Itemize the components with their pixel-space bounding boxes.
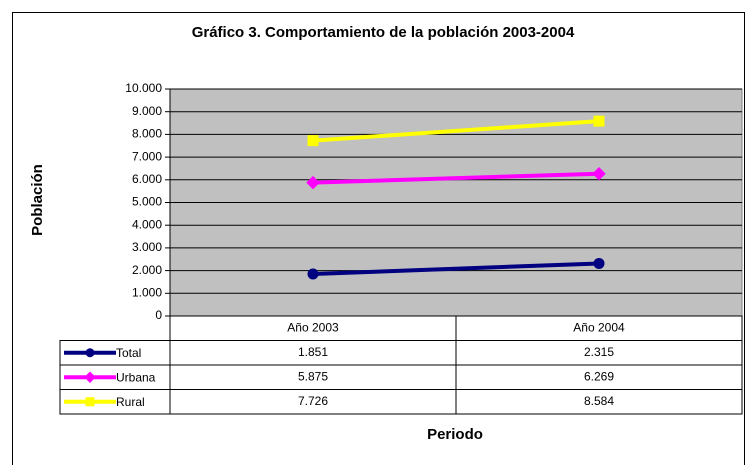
y-axis-label: Población	[29, 164, 46, 236]
y-tick-label: 6.000	[132, 172, 162, 186]
legend-label: Rural	[116, 395, 145, 409]
series-line	[312, 171, 600, 185]
series-line	[312, 119, 600, 143]
y-tick-label: 8.000	[132, 127, 162, 141]
marker	[593, 115, 605, 127]
y-tick-label: 1.000	[132, 285, 162, 299]
table-value: 7.726	[298, 394, 328, 408]
y-tick-label: 3.000	[132, 240, 162, 254]
marker	[593, 257, 605, 269]
marker	[592, 166, 606, 181]
x-axis-label: Periodo	[427, 426, 483, 443]
series-line	[312, 261, 600, 276]
table-value: 2.315	[584, 345, 614, 359]
y-tick-label: 10.000	[125, 81, 162, 95]
y-tick-label: 7.000	[132, 149, 162, 163]
table-value: 8.584	[584, 394, 614, 408]
table-value: 1.851	[298, 345, 328, 359]
chart-title: Gráfico 3. Comportamiento de la població…	[192, 24, 575, 41]
legend-label: Total	[116, 346, 141, 360]
y-tick-label: 4.000	[132, 217, 162, 231]
legend-label: Urbana	[116, 370, 156, 384]
marker	[85, 397, 95, 407]
y-tick-label: 9.000	[132, 104, 162, 118]
marker	[85, 348, 95, 358]
marker	[306, 175, 320, 190]
x-tick-label: Año 2004	[573, 320, 625, 334]
table-value: 6.269	[584, 369, 614, 383]
y-tick-label: 2.000	[132, 263, 162, 277]
table-value: 5.875	[298, 369, 328, 383]
marker	[307, 135, 319, 147]
x-tick-label: Año 2003	[287, 320, 339, 334]
y-tick-label: 5.000	[132, 195, 162, 209]
marker	[84, 371, 96, 383]
marker	[307, 268, 319, 280]
y-tick-label: 0	[155, 308, 162, 322]
